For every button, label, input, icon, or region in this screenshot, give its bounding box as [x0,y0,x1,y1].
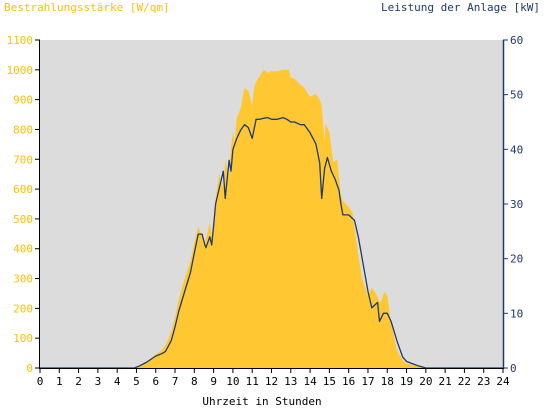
x-axis-title: Uhrzeit in Stunden [202,395,321,408]
left-tick-label: 400 [13,243,33,256]
left-tick-label: 1100 [7,34,34,47]
x-tick-label: 5 [133,375,140,388]
x-tick-label: 18 [381,375,394,388]
x-tick-label: 9 [210,375,217,388]
left-tick-label: 300 [13,273,33,286]
left-axis-title: Bestrahlungsstärke [W/qm] [4,1,170,14]
x-tick-label: 10 [226,375,239,388]
x-tick-label: 1 [56,375,63,388]
x-tick-label: 17 [361,375,374,388]
irradiance-series [40,69,503,369]
x-tick-label: 20 [419,375,432,388]
left-tick-label: 1000 [7,64,34,77]
right-tick-label: 30 [510,198,523,211]
x-tick-label: 23 [477,375,490,388]
left-tick-label: 800 [13,123,33,136]
power-line [40,116,503,369]
x-tick-label: 0 [37,375,44,388]
left-tick-label: 500 [13,213,33,226]
x-tick-label: 8 [191,375,198,388]
left-tick-label: 700 [13,153,33,166]
right-axis-title: Leistung der Anlage [kW] [381,1,540,14]
right-tick-label: 60 [510,34,523,47]
x-tick-label: 14 [303,375,317,388]
x-tick-label: 16 [342,375,355,388]
left-tick-label: 100 [13,332,33,345]
irradiance-area [40,69,503,369]
right-tick-label: 50 [510,89,523,102]
right-tick-label: 20 [510,253,523,266]
right-tick-label: 40 [510,143,523,156]
right-axis-ticks: 0 10 20 30 40 50 60 [503,34,523,375]
x-tick-label: 7 [172,375,179,388]
x-axis-ticks: 0 1 2 3 4 5 6 7 8 9 10 11 12 13 14 15 16 17 18 19 20 21 22 23 24 [37,368,510,388]
left-tick-label: 900 [13,94,33,107]
x-tick-label: 19 [400,375,413,388]
x-tick-label: 3 [95,375,102,388]
x-tick-label: 2 [75,375,82,388]
left-axis-ticks: 0 100 200 300 400 500 600 700 800 900 1000 1100 [7,34,40,375]
x-tick-label: 15 [323,375,336,388]
x-tick-label: 4 [114,375,121,388]
left-tick-label: 0 [26,362,33,375]
right-tick-label: 10 [510,307,523,320]
x-tick-label: 13 [284,375,297,388]
x-tick-label: 24 [496,375,510,388]
x-tick-label: 12 [265,375,278,388]
left-tick-label: 600 [13,183,33,196]
x-tick-label: 22 [458,375,471,388]
x-tick-label: 11 [246,375,259,388]
left-tick-label: 200 [13,302,33,315]
x-tick-label: 6 [152,375,159,388]
power-series [40,116,503,369]
x-tick-label: 21 [439,375,452,388]
right-tick-label: 0 [510,362,517,375]
